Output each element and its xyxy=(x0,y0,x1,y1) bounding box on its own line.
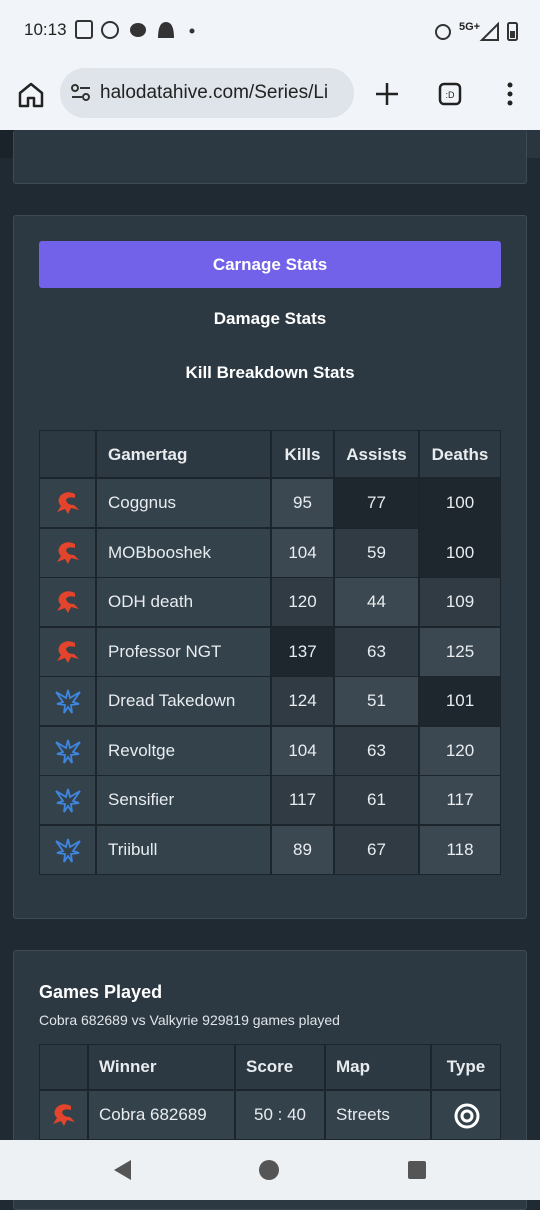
previous-card xyxy=(13,130,527,184)
deaths-cell: 101 xyxy=(419,676,501,726)
browser-bar: halodatahive.com/Series/Li :D xyxy=(0,60,540,130)
deaths-cell: 100 xyxy=(419,478,501,528)
notification-icons xyxy=(75,20,195,39)
kills-cell: 137 xyxy=(271,626,334,677)
gamertag-cell: MOBbooshek xyxy=(96,527,271,578)
assists-cell: 77 xyxy=(334,478,419,528)
kills-cell: 89 xyxy=(271,824,334,875)
system-icons xyxy=(435,21,518,41)
address-bar[interactable]: halodatahive.com/Series/Li xyxy=(60,68,354,118)
column-header: Kills xyxy=(271,430,334,478)
assists-cell: 61 xyxy=(334,775,419,825)
valkyrie-logo xyxy=(54,838,81,862)
deaths-cell: 117 xyxy=(419,775,501,825)
cobra-logo xyxy=(56,591,79,613)
gamertag-cell: Sensifier xyxy=(96,775,271,825)
deaths-cell: 109 xyxy=(419,577,501,627)
cobra-logo xyxy=(52,1104,75,1126)
assists-cell: 63 xyxy=(334,725,419,776)
assists-cell: 67 xyxy=(334,824,419,875)
gamertag-cell: Coggnus xyxy=(96,478,271,528)
score-cell: 50 : 40 xyxy=(235,1090,325,1140)
site-settings-icon[interactable] xyxy=(70,83,92,103)
column-header: Assists xyxy=(334,430,419,478)
gamertag-cell: Professor NGT xyxy=(96,626,271,677)
assists-cell: 59 xyxy=(334,527,419,578)
status-bar: 10:13 5G+ xyxy=(0,0,540,60)
column-header: Type xyxy=(431,1044,501,1090)
valkyrie-logo xyxy=(54,788,81,813)
team-cell xyxy=(39,725,96,776)
cobra-logo xyxy=(56,640,79,663)
column-header: Gamertag xyxy=(96,430,271,478)
tab-kill-breakdown[interactable]: Kill Breakdown Stats xyxy=(185,363,355,382)
header-cell xyxy=(39,430,96,478)
kills-cell: 104 xyxy=(271,725,334,776)
column-header: Deaths xyxy=(419,430,501,478)
svg-text::D: :D xyxy=(446,90,456,100)
tab-carnage[interactable]: Carnage Stats xyxy=(39,241,501,288)
nav-buttons[interactable] xyxy=(0,1140,540,1200)
mode-icon xyxy=(454,1103,480,1129)
cobra-logo xyxy=(56,541,79,564)
gamertag-cell: Dread Takedown xyxy=(96,676,271,726)
network-label: 5G+ xyxy=(459,21,481,33)
column-header: Winner xyxy=(88,1044,235,1090)
winner-cell: Cobra 682689 xyxy=(88,1090,235,1140)
nav-bar xyxy=(0,1140,540,1200)
kills-cell: 95 xyxy=(271,478,334,528)
valkyrie-logo xyxy=(54,739,81,763)
team-cell xyxy=(39,478,96,528)
valkyrie-logo xyxy=(54,689,81,714)
deaths-cell: 118 xyxy=(419,824,501,875)
kills-cell: 120 xyxy=(271,577,334,627)
header-cell xyxy=(39,1044,88,1090)
browser-actions[interactable]: :D xyxy=(374,80,524,110)
column-header: Score xyxy=(235,1044,325,1090)
assists-cell: 44 xyxy=(334,577,419,627)
map-cell: Streets xyxy=(325,1090,431,1140)
assists-cell: 51 xyxy=(334,676,419,726)
assists-cell: 63 xyxy=(334,626,419,677)
type-cell xyxy=(431,1090,501,1140)
team-cell xyxy=(39,1090,88,1140)
column-header: Map xyxy=(325,1044,431,1090)
deaths-cell: 125 xyxy=(419,626,501,677)
clock: 10:13 xyxy=(24,20,67,39)
cobra-logo xyxy=(56,492,79,514)
kills-cell: 124 xyxy=(271,676,334,726)
games-title: Games Played xyxy=(39,982,163,1002)
team-cell xyxy=(39,824,96,875)
home-button[interactable] xyxy=(16,80,46,110)
deaths-cell: 120 xyxy=(419,725,501,776)
kills-cell: 117 xyxy=(271,775,334,825)
kills-cell: 104 xyxy=(271,527,334,578)
gamertag-cell: ODH death xyxy=(96,577,271,627)
url-text: halodatahive.com/Series/Li xyxy=(100,82,329,103)
gamertag-cell: Triibull xyxy=(96,824,271,875)
tab-damage[interactable]: Damage Stats xyxy=(213,309,327,328)
deaths-cell: 100 xyxy=(419,527,501,578)
gamertag-cell: Revoltge xyxy=(96,725,271,776)
games-subtitle: Cobra 682689 vs Valkyrie 929819 games pl… xyxy=(39,1012,340,1028)
